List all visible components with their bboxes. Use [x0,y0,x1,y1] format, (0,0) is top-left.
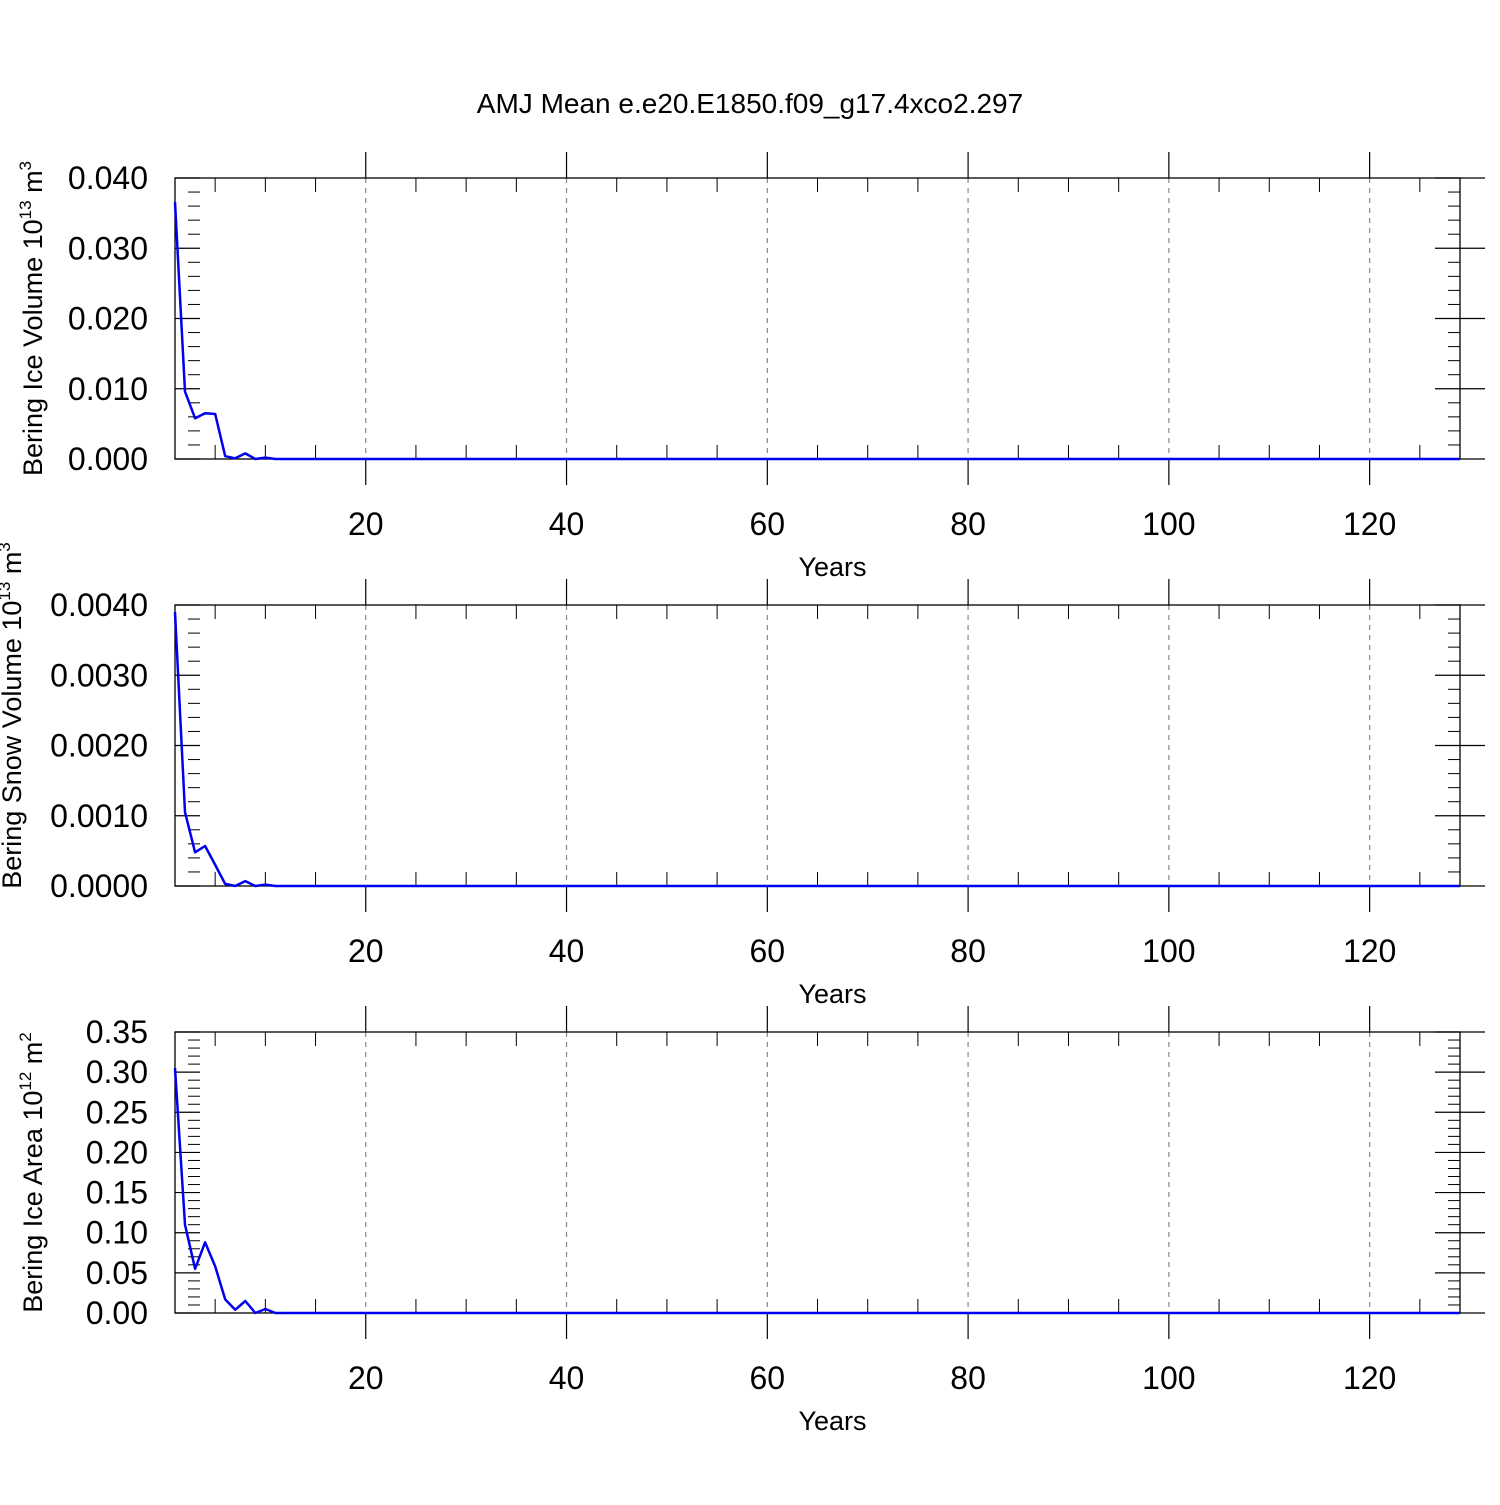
y-tick-label: 0.030 [68,230,148,266]
x-axis-label: Years [798,979,866,1009]
y-tick-label: 0.20 [86,1134,148,1170]
chart-title: AMJ Mean e.e20.E1850.f09_g17.4xco2.297 [477,88,1023,119]
series-line [173,611,1460,888]
y-tick-label: 0.30 [86,1054,148,1090]
series-line [173,1068,1460,1315]
x-tick-label: 40 [549,1360,585,1396]
x-tick-label: 60 [750,506,786,542]
series-line [173,201,1460,461]
x-tick-label: 20 [348,506,384,542]
x-tick-label: 80 [950,506,986,542]
x-tick-label: 80 [950,933,986,969]
x-axis-label: Years [798,1406,866,1436]
y-tick-label: 0.040 [68,160,148,196]
x-tick-label: 100 [1142,933,1195,969]
x-tick-label: 60 [750,1360,786,1396]
y-axis-label: Bering Snow Volume 1013 m3 [0,542,27,889]
plot-frame [174,604,1461,887]
y-tick-label: 0.10 [86,1215,148,1251]
panel-1: 20 40 60 80 100 120 0.000 0.010 0.020 0.030 0.040 Y… [16,152,1485,582]
x-tick-label: 20 [348,1360,384,1396]
y-tick-label: 0.15 [86,1175,148,1211]
plot-frame [174,177,1461,460]
x-tick-label: 40 [549,933,585,969]
panel-3: 20 40 60 80 100 120 0.00 0.05 0.10 0.15 0.20 0.25 0.… [16,1006,1485,1436]
y-axis-label: Bering Ice Volume 1013 m3 [16,161,48,476]
y-tick-label: 0.35 [86,1014,148,1050]
y-tick-label: 0.010 [68,371,148,407]
y-tick-label: 0.0020 [50,728,148,764]
x-tick-label: 60 [750,933,786,969]
y-tick-label: 0.05 [86,1255,148,1291]
y-tick-label: 0.0010 [50,798,148,834]
x-tick-label: 120 [1343,506,1396,542]
x-tick-label: 80 [950,1360,986,1396]
y-tick-label: 0.0030 [50,657,148,693]
y-tick-label: 0.0000 [50,868,148,904]
x-tick-label: 20 [348,933,384,969]
y-tick-label: 0.020 [68,301,148,337]
x-axis-label: Years [798,552,866,582]
y-tick-label: 0.0040 [50,587,148,623]
y-tick-label: 0.00 [86,1295,148,1331]
panel-2: 20 40 60 80 100 120 0.0000 0.0010 0.0020 0.0030 0.… [0,542,1485,1009]
x-tick-label: 100 [1142,506,1195,542]
y-tick-label: 0.000 [68,441,148,477]
x-tick-label: 120 [1343,1360,1396,1396]
x-tick-label: 120 [1343,933,1396,969]
x-tick-label: 40 [549,506,585,542]
y-tick-label: 0.25 [86,1094,148,1130]
plot-frame [174,1031,1461,1314]
x-tick-label: 100 [1142,1360,1195,1396]
y-axis-label: Bering Ice Area 1012 m2 [16,1032,48,1313]
